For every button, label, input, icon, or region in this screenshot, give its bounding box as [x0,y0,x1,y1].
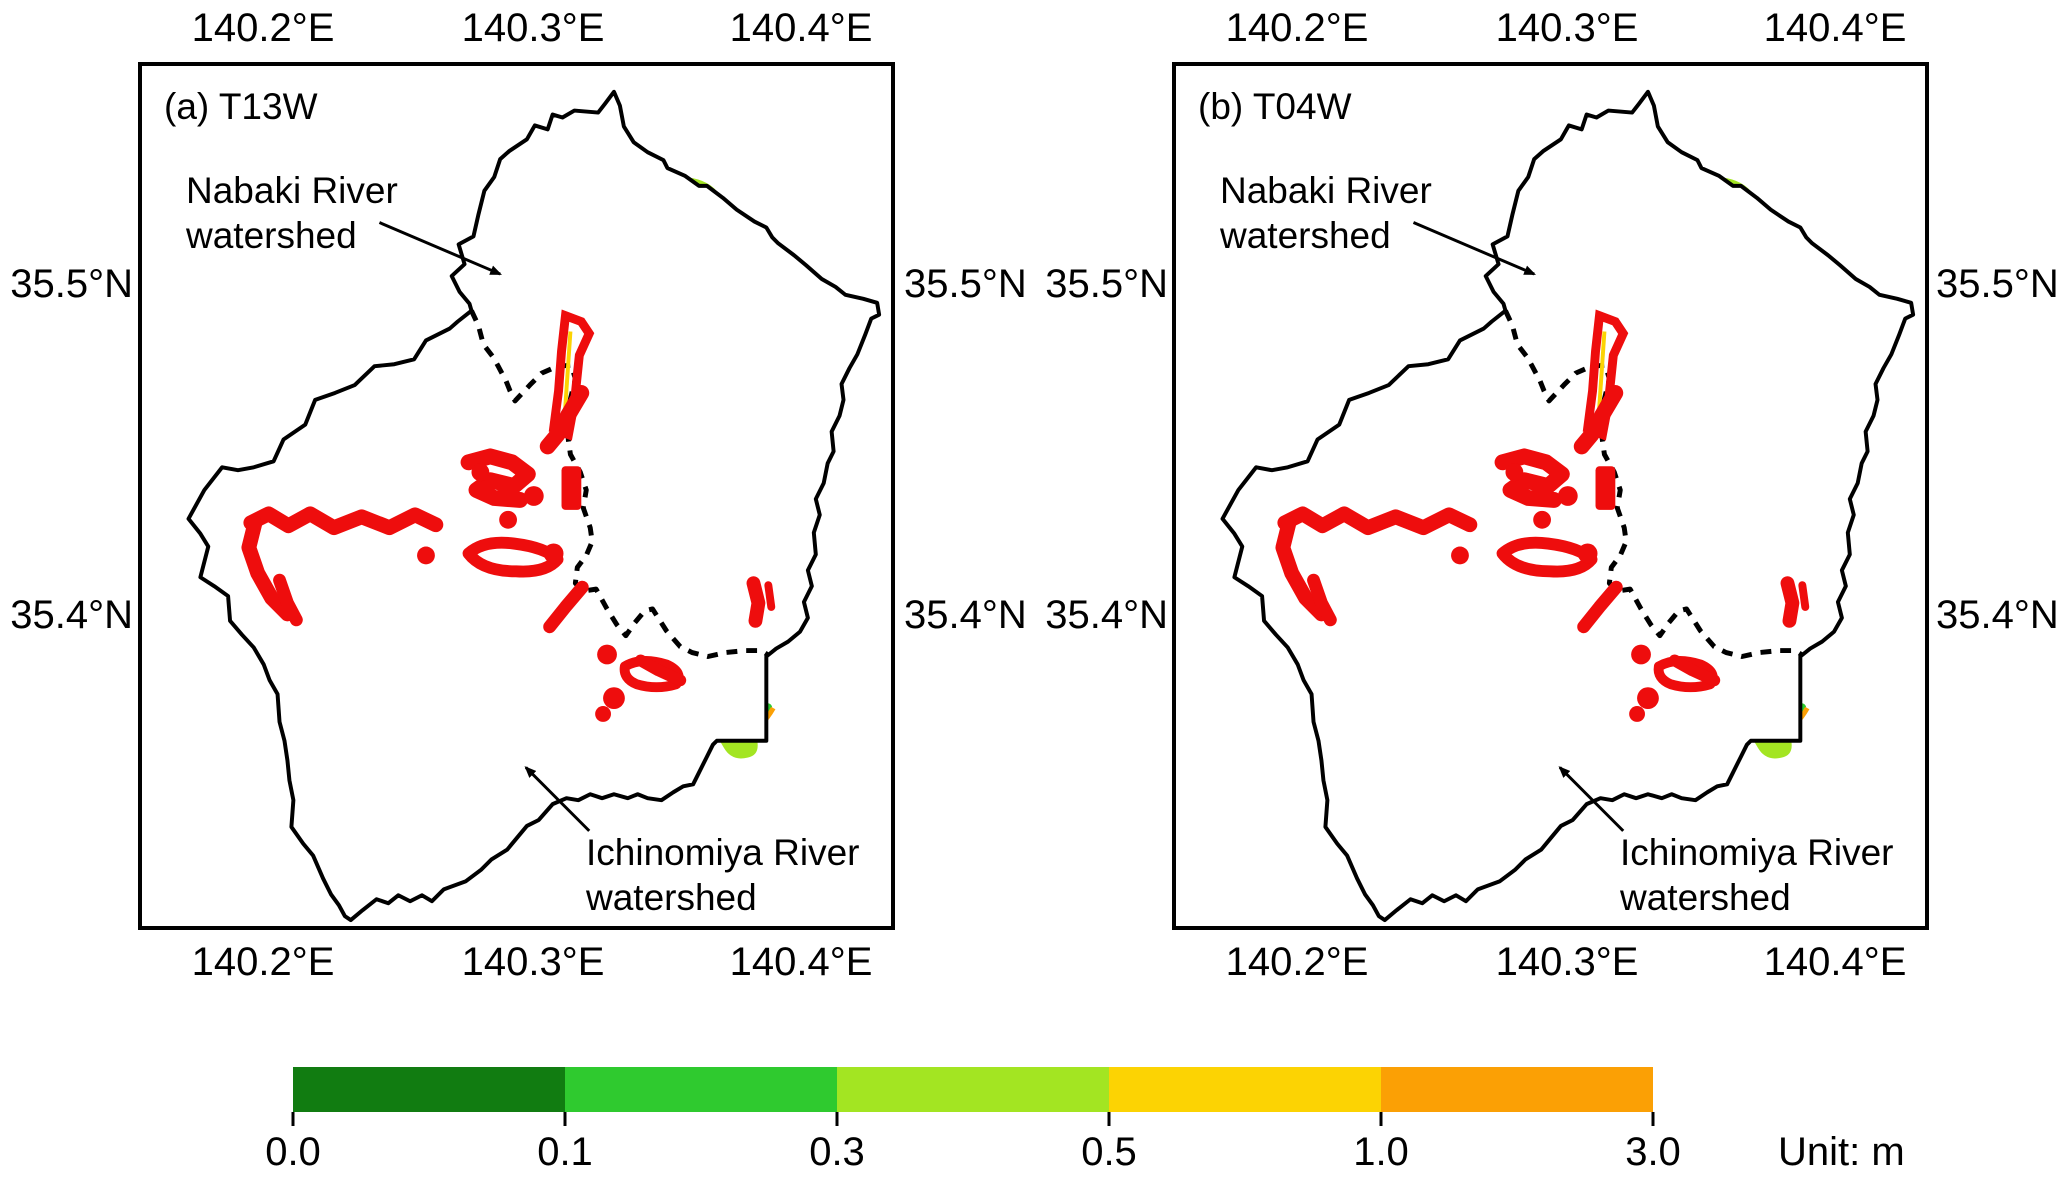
lon-tick-label: 140.4°E [1763,6,1907,50]
basin-divide-dashed [469,309,769,659]
annotation-line: watershed [186,215,357,257]
annotation-line: Nabaki River [1220,170,1432,211]
colorbar-unit-label: Unit: m [1778,1130,1905,1174]
lat-tick-label: 35.5°N [10,262,133,306]
lon-tick-label: 140.4°E [729,6,873,50]
colorbar-segment-0.1-0.3 [565,1067,837,1112]
colorbar-tick-label: 3.0 [1625,1130,1681,1174]
watershed-map-a [186,89,882,923]
lat-tick-label: 35.5°N [904,262,1027,306]
colorbar-tick-label: 0.5 [1081,1130,1137,1174]
colorbar-tick-label: 0.1 [537,1130,593,1174]
ichinomiya-annotation-arrow [524,766,591,832]
red-highlight-areas [1275,309,1810,722]
map-panel-b: (b) T04W Nabaki River watershed Ichinomi… [1172,62,1929,930]
red-highlight-areas [241,309,776,722]
lon-tick-label: 140.3°E [1495,940,1639,984]
nabaki-annotation-arrow [1412,221,1536,276]
annotation-line: watershed [1620,877,1791,919]
lon-tick-label: 140.2°E [1225,940,1369,984]
colorbar-tick [563,1112,567,1126]
lon-tick-label: 140.3°E [461,940,605,984]
lat-tick-label: 35.4°N [1045,593,1168,637]
lon-tick-label: 140.3°E [1495,6,1639,50]
panel-title: (a) T13W [164,86,318,127]
ichinomiya-annotation: Ichinomiya River watershed [586,830,859,920]
colorbar-tick-label: 0.3 [809,1130,865,1174]
annotation-line: watershed [1220,215,1391,257]
nabaki-annotation-arrow [378,221,502,276]
annotation-line: watershed [586,877,757,919]
map-panel-a: (a) T13W Nabaki River watershed Ichinomi… [138,62,895,930]
lat-tick-label: 35.4°N [1936,593,2059,637]
ichinomiya-annotation-arrow [1558,766,1625,832]
lat-tick-label: 35.4°N [904,593,1027,637]
colorbar-tick [1379,1112,1383,1126]
lon-tick-label: 140.2°E [1225,6,1369,50]
lon-tick-label: 140.2°E [191,940,335,984]
colorbar-tick [835,1112,839,1126]
annotation-line: Nabaki River [186,170,398,211]
annotation-line: Ichinomiya River [1620,832,1894,873]
panel-title: (b) T04W [1198,86,1352,127]
colorbar-segment-0.3-0.5 [837,1067,1109,1112]
watershed-map-b [1220,89,1916,923]
depth-colorbar [293,1067,1653,1112]
colorbar-segment-0.5-1.0 [1109,1067,1381,1112]
colorbar-tick-label: 1.0 [1353,1130,1409,1174]
colorbar-tick [291,1112,295,1126]
colorbar-tick [1107,1112,1111,1126]
lon-tick-label: 140.2°E [191,6,335,50]
lon-tick-label: 140.3°E [461,6,605,50]
ichinomiya-annotation: Ichinomiya River watershed [1620,830,1893,920]
lon-tick-label: 140.4°E [1763,940,1907,984]
basin-divide-dashed [1503,309,1803,659]
nabaki-annotation: Nabaki River watershed [186,168,398,258]
lat-tick-label: 35.4°N [10,593,133,637]
annotation-line: Ichinomiya River [586,832,860,873]
lon-tick-label: 140.4°E [729,940,873,984]
lat-tick-label: 35.5°N [1045,262,1168,306]
nabaki-annotation: Nabaki River watershed [1220,168,1432,258]
colorbar-tick-label: 0.0 [265,1130,321,1174]
colorbar-segment-0.0-0.1 [293,1067,565,1112]
colorbar-tick [1651,1112,1655,1126]
lat-tick-label: 35.5°N [1936,262,2059,306]
colorbar-segment-1.0-3.0 [1381,1067,1653,1112]
